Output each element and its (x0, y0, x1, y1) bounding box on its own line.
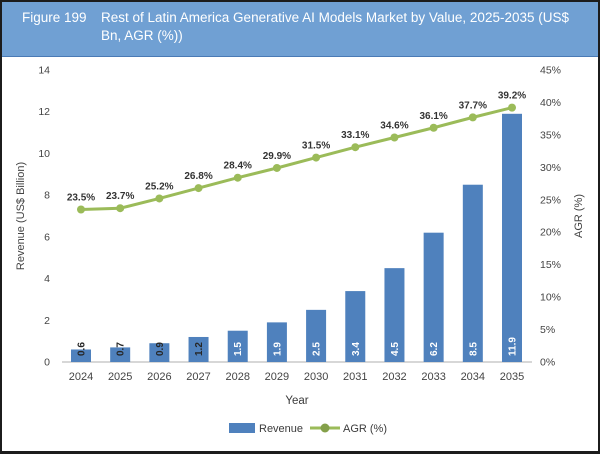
x-axis-tick-2032: 2032 (382, 371, 406, 383)
y-axis-right-tick-10%: 10% (540, 292, 561, 304)
x-axis-tick-2030: 2030 (304, 371, 328, 383)
legend-revenue-swatch (229, 423, 255, 433)
agr-label-2035: 39.2% (498, 91, 526, 102)
agr-marker-2027 (194, 184, 203, 193)
agr-marker-2025 (116, 204, 125, 213)
x-axis-tick-2033: 2033 (421, 371, 445, 383)
y-axis-right-tick-30%: 30% (540, 162, 561, 174)
revenue-bar-label-2025: 0.7 (116, 342, 127, 356)
revenue-bar-label-2032: 4.5 (390, 342, 401, 356)
agr-marker-2031 (351, 143, 360, 152)
y-axis-left-tick-6: 6 (44, 231, 50, 243)
agr-marker-2028 (233, 173, 242, 182)
revenue-bar-label-2028: 1.5 (233, 342, 244, 356)
y-axis-right-title: AGR (%) (573, 194, 585, 238)
y-axis-right-tick-20%: 20% (540, 227, 561, 239)
revenue-bar-2032 (384, 268, 405, 362)
y-axis-left-title: Revenue (US$ Billion) (15, 162, 27, 270)
chart-region: 0 2 4 6 8 10 12 14 0% 5% 10% 15% 20% 25% 30% 35% 40% 45% R… (2, 57, 598, 451)
x-axis-tick-2027: 2027 (186, 371, 210, 383)
revenue-bar-2031 (345, 291, 366, 362)
agr-label-2027: 26.8% (184, 171, 212, 182)
agr-label-2024: 23.5% (67, 193, 95, 204)
agr-marker-2033 (429, 123, 438, 132)
revenue-bar-2035 (502, 113, 522, 362)
agr-label-2026: 25.2% (145, 181, 173, 192)
revenue-bar-label-2024: 0.6 (77, 342, 88, 356)
agr-line (79, 106, 514, 212)
agr-label-2025: 23.7% (106, 191, 134, 202)
y-axis-right-tick-45%: 45% (540, 65, 561, 77)
y-axis-left-tick-0: 0 (44, 357, 50, 369)
figure-header: Figure 199 Rest of Latin America Generat… (2, 2, 598, 57)
revenue-bar-2030 (306, 309, 327, 362)
revenue-bar-2034 (462, 184, 483, 362)
revenue-bar-label-2035: 11.9 (508, 337, 519, 356)
agr-label-2031: 33.1% (341, 130, 369, 141)
x-axis-tick-2026: 2026 (147, 371, 171, 383)
agr-marker-2029 (272, 163, 281, 172)
revenue-bar-label-2029: 1.9 (272, 342, 283, 356)
x-axis-tick-2034: 2034 (461, 371, 485, 383)
y-axis-left-tick-14: 14 (38, 65, 50, 77)
agr-marker-2030 (312, 153, 321, 162)
revenue-bar-2028 (227, 330, 248, 362)
y-axis-left-tick-4: 4 (44, 273, 50, 285)
revenue-bar-2029 (266, 322, 287, 362)
chart-svg: 0 2 4 6 8 10 12 14 0% 5% 10% 15% 20% 25% 30% 35% 40% 45% R… (15, 65, 585, 436)
figure-title: Rest of Latin America Generative AI Mode… (101, 10, 569, 43)
revenue-bar-2024 (71, 349, 91, 362)
revenue-bar-2027 (188, 336, 209, 362)
legend-revenue-label: Revenue (259, 423, 303, 435)
x-axis-tick-2025: 2025 (108, 371, 132, 383)
agr-marker-2024 (77, 205, 85, 214)
x-axis-tick-2031: 2031 (343, 371, 367, 383)
x-axis-tick-2028: 2028 (225, 371, 249, 383)
agr-marker-2035 (508, 103, 516, 112)
y-axis-right-tick-25%: 25% (540, 194, 561, 206)
y-axis-right-tick-40%: 40% (540, 97, 561, 109)
y-axis-right-tick-0%: 0% (540, 357, 555, 369)
revenue-bar-label-2026: 0.9 (155, 342, 166, 356)
revenue-bar-2026 (149, 343, 170, 362)
agr-label-2030: 31.5% (302, 141, 330, 152)
agr-label-2029: 29.9% (263, 151, 291, 162)
y-axis-left-tick-10: 10 (38, 148, 50, 160)
agr-label-2028: 28.4% (224, 161, 252, 172)
revenue-bar-2033 (423, 232, 444, 362)
revenue-bar-label-2031: 3.4 (351, 342, 362, 356)
legend-agr-marker (320, 423, 330, 433)
agr-marker-2032 (390, 133, 399, 142)
y-axis-left-tick-8: 8 (44, 190, 50, 202)
x-axis-title: Year (285, 395, 308, 407)
revenue-bar-label-2034: 8.5 (468, 342, 479, 356)
agr-label-2033: 36.1% (419, 111, 447, 122)
agr-label-2034: 37.7% (459, 100, 487, 111)
revenue-bar-label-2030: 2.5 (312, 342, 323, 356)
y-axis-left-tick-12: 12 (38, 106, 50, 118)
x-axis-tick-2035: 2035 (500, 371, 524, 383)
y-axis-right-tick-15%: 15% (540, 259, 561, 271)
figure-number-label: Figure 199 (22, 10, 87, 25)
revenue-bar-label-2027: 1.2 (194, 342, 205, 356)
agr-label-2032: 34.6% (380, 120, 408, 131)
y-axis-left-tick-2: 2 (44, 315, 50, 327)
y-axis-right-tick-35%: 35% (540, 129, 561, 141)
y-axis-right-tick-5%: 5% (540, 324, 555, 336)
x-axis-tick-2024: 2024 (69, 371, 93, 383)
x-axis-tick-2029: 2029 (265, 371, 289, 383)
legend-agr-label: AGR (%) (343, 423, 387, 435)
revenue-bar-2025 (110, 347, 131, 362)
agr-marker-2026 (155, 194, 164, 203)
agr-marker-2034 (468, 113, 477, 122)
revenue-bar-label-2033: 6.2 (429, 342, 440, 356)
